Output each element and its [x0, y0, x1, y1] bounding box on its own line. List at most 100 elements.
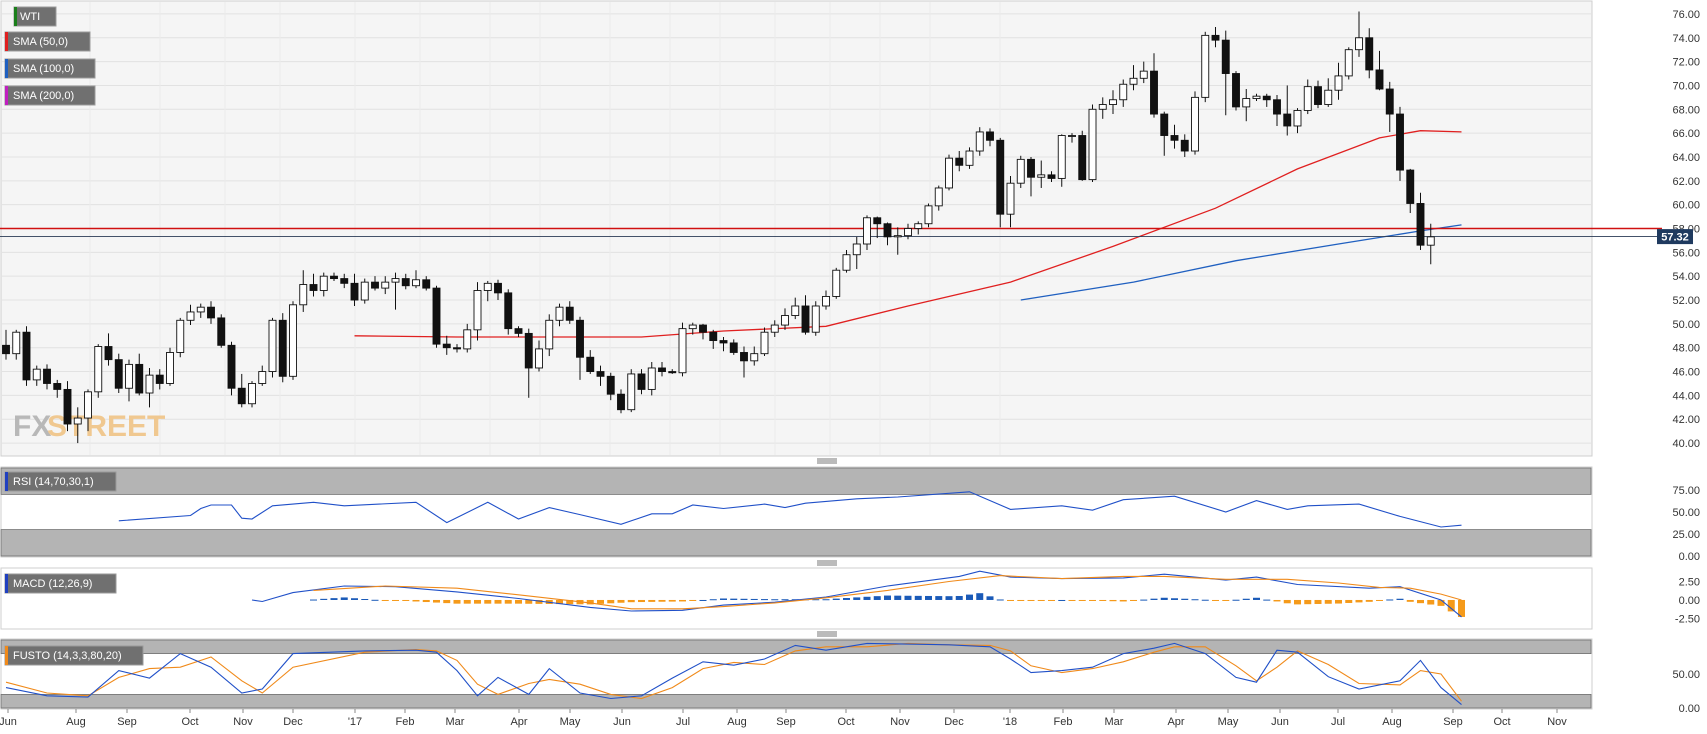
candle [709, 329, 718, 349]
candle [1057, 134, 1066, 187]
candle-body-up [32, 368, 41, 381]
candle [565, 301, 574, 324]
candle [309, 273, 318, 297]
legend-item-wti[interactable]: WTI [13, 6, 57, 27]
candle [555, 303, 564, 327]
macd-histogram-bar [1458, 599, 1465, 617]
price-tick-label: 68.00 [1672, 104, 1700, 116]
rsi-legend[interactable]: RSI (14,70,30,1) [4, 471, 117, 492]
candle [22, 326, 31, 386]
candle [842, 249, 851, 273]
candle [945, 154, 953, 191]
macd-histogram-bar [1119, 599, 1127, 602]
macd-histogram-bar [433, 599, 440, 603]
candle-body-down [1211, 34, 1220, 41]
sma-lines [354, 130, 1462, 338]
candle [811, 301, 820, 336]
macd-histogram-bar [976, 593, 984, 600]
macd-histogram-bar [535, 599, 543, 604]
candle [770, 320, 779, 337]
candle-body-down [668, 371, 677, 374]
resize-handle-2[interactable] [817, 560, 837, 566]
candle [442, 335, 451, 355]
macd-legend[interactable]: MACD (12,26,9) [4, 573, 117, 594]
candle-body-down [1150, 70, 1158, 115]
time-tick-label: Nov [890, 716, 910, 728]
candle-body-down [43, 368, 51, 384]
macd-histogram-bar [1406, 599, 1414, 602]
resize-handle-3[interactable] [817, 631, 837, 637]
candle [1242, 89, 1251, 122]
candle-body-down [565, 306, 574, 321]
macd-histogram-bar [1007, 599, 1014, 601]
candle [914, 221, 923, 235]
candle [596, 365, 605, 386]
price-tick-label: 52.00 [1672, 295, 1700, 307]
candle [924, 203, 933, 228]
macd-histogram-bar [1140, 599, 1148, 601]
legend-item-sma-200[interactable]: SMA (200,0) [4, 85, 96, 106]
macd-histogram-bar [986, 596, 994, 600]
candle-body-down [207, 306, 215, 319]
candle [1139, 61, 1148, 84]
candle-body-down [740, 352, 748, 362]
candle [586, 350, 595, 374]
candle-body-up [1098, 104, 1107, 110]
candle-body-down [432, 287, 441, 345]
macd-histogram-bar [1242, 598, 1250, 600]
sma-50-line [354, 130, 1462, 338]
candle-body-down [453, 347, 461, 350]
candle-body-up [627, 373, 636, 411]
legend-item-sma-100[interactable]: SMA (100,0) [4, 58, 96, 79]
candle [740, 346, 748, 378]
macd-histogram-bar [402, 599, 410, 601]
candle [1355, 11, 1363, 57]
candle-body-up [1068, 135, 1076, 137]
legend-item-sma-50[interactable]: SMA (50,0) [4, 31, 91, 52]
candle-body-up [1088, 108, 1097, 181]
macd-histogram-bar [484, 599, 492, 604]
candle [852, 236, 861, 270]
time-tick-label: Jul [1331, 716, 1345, 728]
resize-handle-1[interactable] [817, 458, 837, 464]
time-tick-label: Apr [510, 716, 527, 728]
candle-body-up [791, 305, 800, 316]
candle [248, 381, 256, 408]
macd-histogram-bar [586, 599, 594, 605]
current-price-label: 57.32 [1661, 232, 1689, 244]
time-tick-label: Dec [944, 716, 964, 728]
candle-body-down [155, 374, 164, 384]
candle [1314, 80, 1322, 109]
candle-body-down [237, 387, 246, 405]
candle [965, 147, 974, 169]
macd-histogram-bar [1150, 598, 1158, 600]
candle-body-up [268, 319, 277, 373]
candle-body-down [596, 371, 605, 377]
macd-histogram-bar [914, 595, 922, 600]
macd-histogram-bar [1365, 599, 1373, 602]
candle-body-up [975, 131, 984, 152]
candle [278, 313, 287, 383]
candle [627, 369, 636, 413]
macd-tick-label: 2.50 [1679, 577, 1700, 589]
candle-body-down [1406, 169, 1415, 204]
candle-body-up [1426, 236, 1435, 246]
macd-histogram-bar [966, 594, 973, 600]
time-tick-label: Aug [1382, 716, 1402, 728]
fusto-y-axis: 50.00 0.00 [1672, 669, 1700, 715]
rsi-tick-label: 0.00 [1679, 551, 1700, 563]
macd-histogram-bar [607, 599, 615, 604]
candle [299, 270, 308, 312]
macd-histogram-bar [658, 599, 666, 602]
macd-histogram-bar [904, 595, 912, 600]
candle-body-up [1334, 75, 1343, 91]
macd-histogram-bar [361, 599, 369, 601]
macd-panel[interactable] [0, 567, 1593, 630]
price-tick-label: 40.00 [1672, 438, 1700, 450]
candle-body-down [1385, 88, 1394, 115]
fusto-legend[interactable]: FUSTO (14,3,3,80,20) [4, 645, 144, 666]
macd-histogram-bar [1263, 599, 1271, 601]
time-axis: Jun Aug Sep Oct Nov Dec '17 Feb Mar Apr May Jun Jul A… [0, 709, 1567, 728]
price-tick-label: 64.00 [1672, 152, 1700, 164]
